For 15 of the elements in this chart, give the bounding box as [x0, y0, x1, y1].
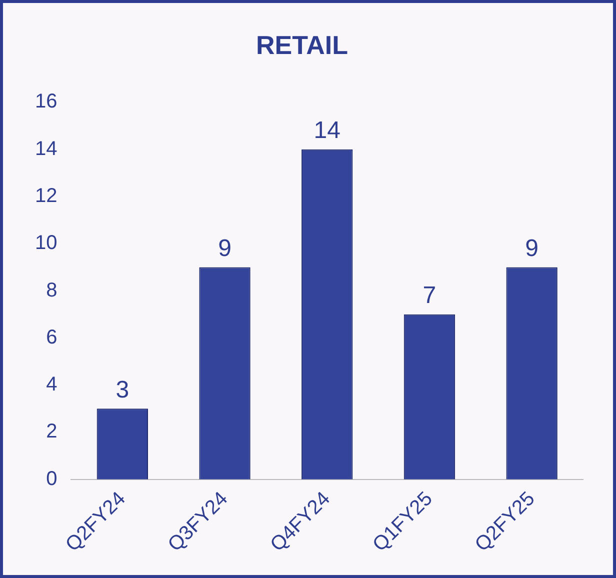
y-tick-label: 14: [34, 138, 58, 160]
data-label: 14: [314, 116, 340, 144]
y-tick-label: 4: [46, 374, 58, 396]
y-tick-label: 12: [34, 185, 58, 208]
y-tick-label: 2: [46, 420, 58, 443]
y-tick-label: 16: [34, 90, 58, 113]
y-tick-label: 6: [46, 326, 58, 348]
chart-title: RETAIL: [256, 30, 348, 60]
data-label: 7: [422, 282, 436, 309]
data-label: 3: [116, 376, 130, 404]
data-label: 9: [525, 234, 539, 262]
y-tick-label: 0: [46, 468, 58, 490]
y-tick-label: 8: [46, 279, 58, 302]
data-label: 9: [218, 234, 232, 262]
y-tick-label: 10: [34, 232, 58, 254]
